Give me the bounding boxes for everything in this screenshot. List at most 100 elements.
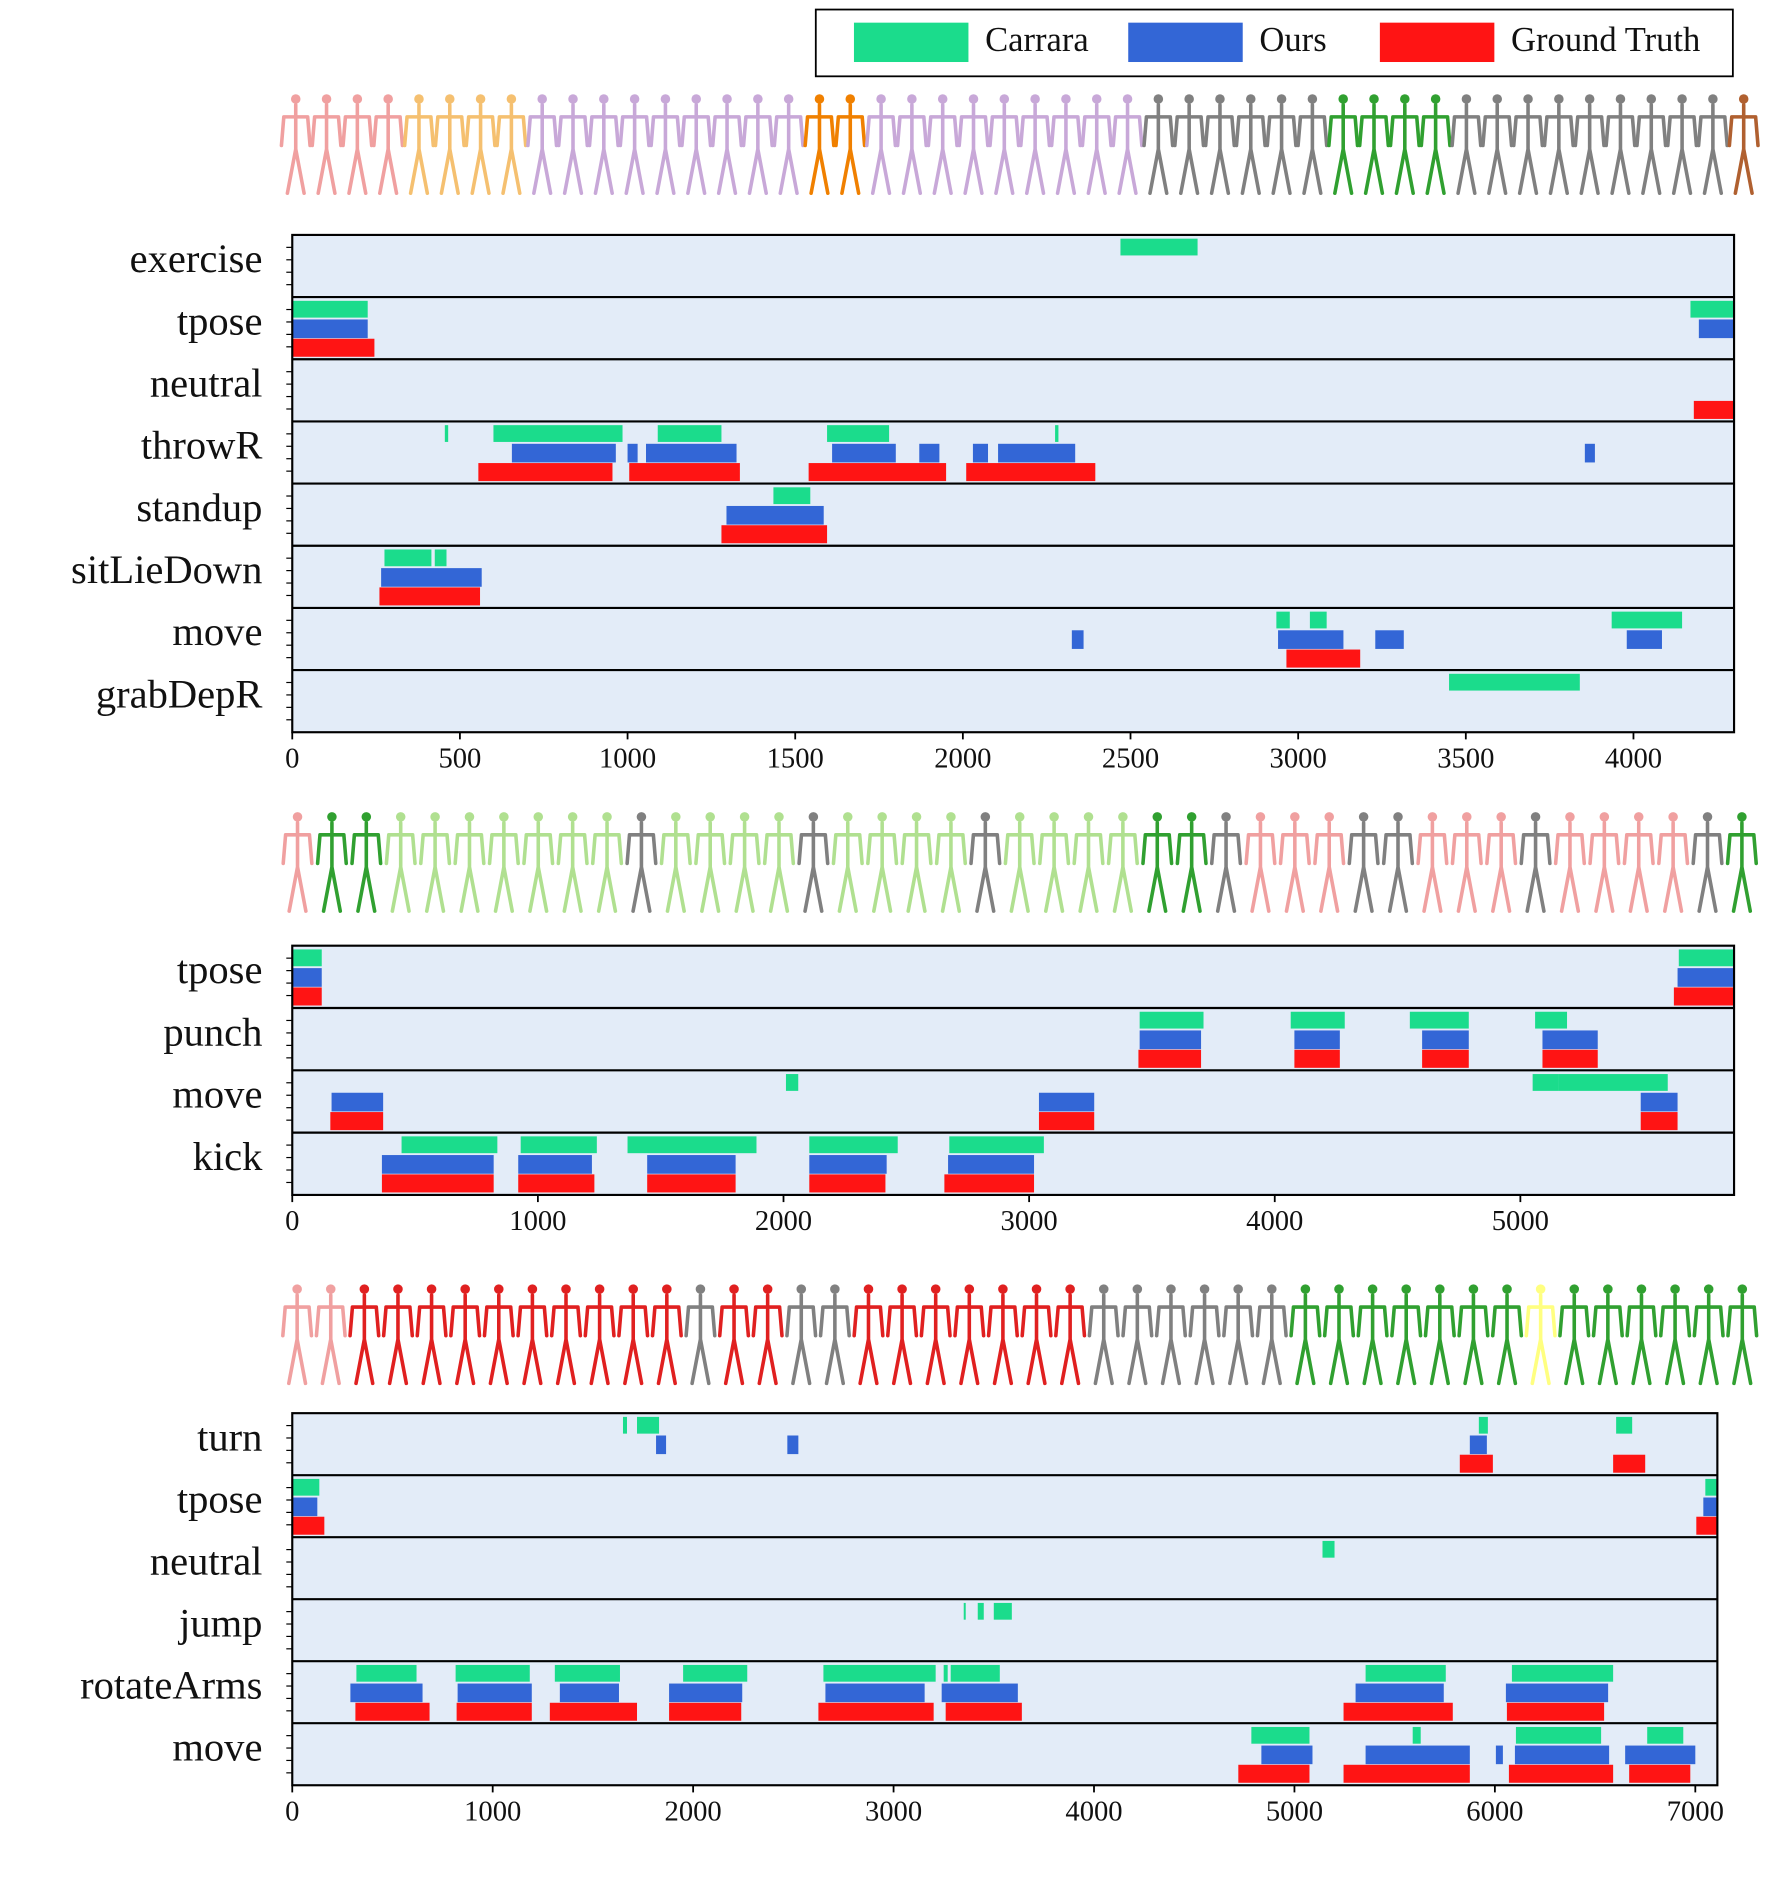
segment: [787, 1435, 799, 1455]
segment: [381, 1155, 494, 1174]
skeleton: [1457, 1293, 1490, 1386]
segment: [948, 1155, 1035, 1174]
segment: [622, 1416, 627, 1434]
segment: [944, 1174, 1035, 1193]
segment: [1238, 1764, 1310, 1783]
segment: [1505, 1683, 1609, 1703]
skeleton: [684, 1293, 717, 1386]
skeleton-head: [722, 94, 732, 104]
skeleton: [1357, 103, 1391, 195]
skeleton-head: [383, 94, 393, 104]
skeleton-head: [567, 812, 578, 822]
segment: [292, 1478, 320, 1496]
skeleton: [625, 821, 658, 913]
skeleton-head: [1338, 94, 1348, 104]
skeleton: [1289, 1293, 1322, 1386]
skeleton-head: [705, 812, 715, 822]
skeleton: [453, 821, 486, 913]
skeleton-head: [1530, 812, 1541, 822]
skeleton-head: [1668, 812, 1678, 822]
row-label: turn: [197, 1414, 262, 1459]
skeleton: [797, 821, 830, 913]
skeleton: [1087, 1293, 1120, 1386]
skeleton: [717, 1293, 751, 1386]
segment: [518, 1155, 592, 1174]
legend-label: Carrara: [985, 21, 1089, 59]
skeleton-head: [1554, 94, 1564, 104]
segment: [1640, 1092, 1678, 1112]
row-label: grabDepR: [96, 671, 263, 716]
skeleton: [1019, 103, 1052, 195]
segment: [945, 1702, 1022, 1721]
segment: [292, 300, 368, 318]
x-tick-label: 1000: [509, 1205, 566, 1237]
skeleton: [1154, 1293, 1188, 1386]
skeleton: [818, 1293, 851, 1386]
skeleton-head: [808, 812, 819, 822]
skeleton: [969, 821, 1002, 913]
skeleton: [350, 821, 383, 913]
skeleton-head: [1435, 1284, 1445, 1294]
skeleton-head: [445, 94, 455, 104]
skeleton: [803, 103, 836, 195]
skeleton: [281, 1293, 314, 1386]
skeleton: [1049, 103, 1083, 195]
segment: [1535, 1011, 1568, 1029]
skeleton-head: [1186, 812, 1197, 822]
row-label: rotateArms: [80, 1662, 262, 1707]
segment: [401, 1136, 498, 1154]
segment: [646, 443, 737, 463]
skeleton-strip: [281, 812, 1759, 913]
skeleton: [1327, 103, 1360, 195]
skeleton: [1490, 1293, 1524, 1386]
skeleton: [1381, 821, 1415, 913]
skeleton-head: [1737, 1284, 1748, 1294]
skeleton: [728, 821, 761, 913]
skeleton-head: [321, 94, 332, 104]
skeleton-head: [1535, 1284, 1546, 1294]
skeleton: [680, 103, 713, 195]
row-label: sitLieDown: [71, 547, 262, 592]
skeleton-head: [352, 94, 363, 104]
skeleton: [384, 821, 417, 913]
skeleton: [694, 821, 727, 913]
skeleton-head: [964, 1284, 975, 1294]
segment: [809, 1174, 886, 1193]
segment: [292, 1516, 325, 1535]
skeleton: [341, 103, 374, 195]
segment: [1469, 1435, 1487, 1455]
segment: [518, 1174, 595, 1193]
segment: [1071, 630, 1084, 649]
skeleton: [957, 103, 990, 195]
skeleton-head: [464, 812, 475, 822]
skeleton: [988, 103, 1021, 195]
segment: [1703, 1497, 1718, 1517]
skeleton: [1111, 103, 1144, 195]
segment: [726, 505, 824, 525]
skeleton: [649, 103, 682, 195]
segment: [941, 1683, 1018, 1703]
skeleton-head: [660, 94, 671, 104]
skeleton: [1727, 103, 1760, 195]
skeleton: [1588, 821, 1621, 913]
skeleton-head: [1737, 812, 1747, 822]
segment: [381, 568, 482, 587]
segment: [457, 1683, 532, 1703]
segment: [823, 1664, 936, 1682]
skeleton-head: [1523, 94, 1533, 104]
row-label: tpose: [177, 298, 263, 343]
skeleton-head: [628, 1284, 638, 1294]
skeleton: [1234, 103, 1267, 195]
skeleton-head: [662, 1284, 672, 1294]
skeleton-head: [426, 1284, 437, 1294]
skeleton: [281, 821, 314, 913]
skeleton-head: [568, 94, 578, 104]
skeleton: [852, 1293, 885, 1386]
segment: [943, 1664, 948, 1682]
skeleton-head: [395, 812, 406, 822]
skeleton: [834, 103, 867, 195]
skeleton: [402, 103, 436, 195]
segment: [629, 463, 740, 482]
skeleton-head: [876, 94, 886, 104]
